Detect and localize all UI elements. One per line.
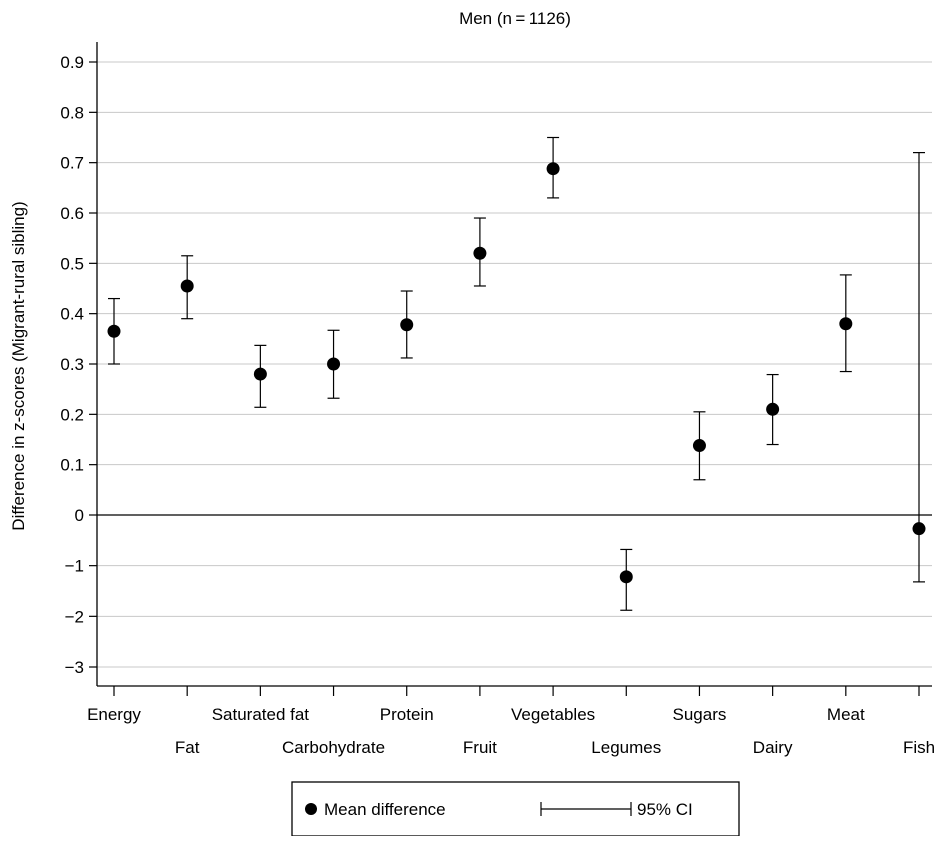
data-point-group [253, 344, 267, 408]
data-point-group [180, 255, 194, 320]
mean-point [839, 317, 853, 331]
mean-point [692, 439, 706, 453]
x-tick-label: Saturated fat [212, 705, 310, 724]
x-tick-label: Dairy [753, 738, 793, 757]
mean-point [107, 324, 121, 338]
x-axis-ticks: Energy Fat Saturated fat Carbohydrate Protei… [87, 686, 935, 757]
legend-point-marker [305, 803, 317, 815]
x-tick-label: Protein [380, 705, 434, 724]
data-point-group [692, 411, 706, 481]
y-tick-label: 0.2 [60, 405, 84, 424]
chart-title: Men (n = 1126) [459, 9, 571, 28]
x-tick-label: Carbohydrate [282, 738, 385, 757]
y-tick-label: −1 [65, 557, 84, 576]
mean-point [180, 279, 194, 293]
data-point-group [839, 274, 853, 373]
y-axis-ticks: −3 −2 −1 0 0.1 0.2 0.3 0.4 0.5 0.6 0.7 0.8 0.9 [60, 53, 97, 677]
legend-box [291, 781, 740, 837]
x-tick-label: Energy [87, 705, 141, 724]
x-tick-label: Meat [827, 705, 865, 724]
y-axis-label: Difference in z-scores (Migrant-rural si… [9, 201, 28, 530]
legend: Mean difference 95% CI [291, 781, 740, 837]
y-tick-label: −3 [65, 658, 84, 677]
y-tick-label: 0.4 [60, 305, 84, 324]
x-tick-label: Fruit [463, 738, 497, 757]
data-point-group [619, 548, 633, 611]
data-point-group [766, 373, 780, 446]
grid-lines [97, 61, 932, 668]
x-tick-label: Fat [175, 738, 200, 757]
x-tick-label: Fish [903, 738, 935, 757]
mean-point [400, 318, 414, 332]
y-tick-label: 0.9 [60, 53, 84, 72]
y-tick-label: −2 [65, 607, 84, 626]
data-marks [107, 136, 926, 611]
y-tick-label: 0.6 [60, 204, 84, 223]
y-tick-label: 0 [75, 506, 84, 525]
y-tick-label: 0.7 [60, 154, 84, 173]
data-point-group [473, 217, 487, 287]
mean-point [473, 246, 487, 260]
x-tick-label: Vegetables [511, 705, 595, 724]
x-tick-label: Legumes [591, 738, 661, 757]
mean-point [546, 162, 560, 176]
data-point-group [912, 152, 926, 583]
legend-ci-label: 95% CI [637, 800, 693, 819]
data-point-group [400, 290, 414, 359]
mean-point [327, 357, 341, 371]
mean-point [253, 367, 267, 381]
legend-point-label: Mean difference [324, 800, 446, 819]
y-tick-label: 0.8 [60, 103, 84, 122]
y-tick-label: 0.1 [60, 456, 84, 475]
mean-point [766, 402, 780, 416]
y-tick-label: 0.3 [60, 355, 84, 374]
mean-point [619, 570, 633, 584]
x-tick-label: Sugars [673, 705, 727, 724]
data-point-group [546, 136, 560, 199]
data-point-group [327, 329, 341, 399]
data-point-group [107, 297, 121, 365]
mean-point [912, 522, 926, 536]
y-tick-label: 0.5 [60, 254, 84, 273]
